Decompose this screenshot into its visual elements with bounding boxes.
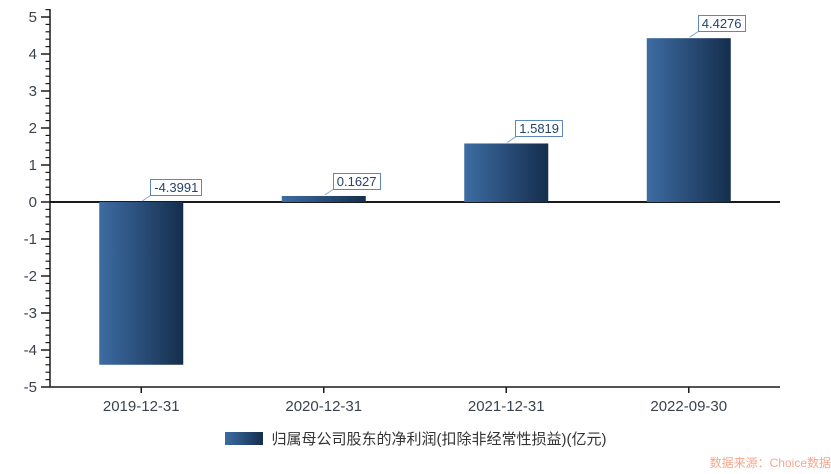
legend-label: 归属母公司股东的净利润(扣除非经常性损益)(亿元) [271, 431, 607, 448]
y-tick-label: 0 [29, 194, 37, 211]
y-tick-label: -3 [24, 305, 37, 322]
x-tick-label: 2019-12-31 [103, 398, 180, 415]
label-leader-line [506, 136, 517, 143]
y-tick-label: -4 [24, 342, 37, 359]
label-leader-line [324, 188, 335, 196]
x-tick-label: 2020-12-31 [285, 398, 362, 415]
value-label: 1.5819 [515, 120, 564, 138]
bar [99, 202, 184, 365]
value-label: -4.3991 [150, 179, 203, 196]
y-tick-label: 1 [29, 157, 37, 174]
data-source-label: 数据来源：Choice数据 [709, 456, 831, 470]
y-tick-label: -2 [24, 268, 37, 285]
value-label: 4.4276 [697, 15, 746, 33]
bar [646, 38, 731, 202]
legend-item[interactable]: 归属母公司股东的净利润(扣除非经常性损益)(亿元) [0, 428, 831, 449]
y-tick-label: -1 [24, 231, 37, 248]
x-tick-label: 2022-09-30 [650, 398, 727, 415]
y-tick-label: -5 [24, 379, 37, 396]
legend-swatch [224, 432, 263, 445]
value-label: 0.1627 [332, 172, 381, 190]
y-tick-label: 4 [29, 46, 37, 63]
y-tick-label: 2 [29, 120, 37, 137]
y-tick-label: 5 [29, 9, 37, 26]
bar [464, 143, 549, 202]
label-leader-line [141, 194, 152, 202]
bar [281, 195, 366, 202]
x-tick-label: 2021-12-31 [468, 398, 545, 415]
label-leader-line [689, 30, 700, 38]
y-tick-label: 3 [29, 83, 37, 100]
